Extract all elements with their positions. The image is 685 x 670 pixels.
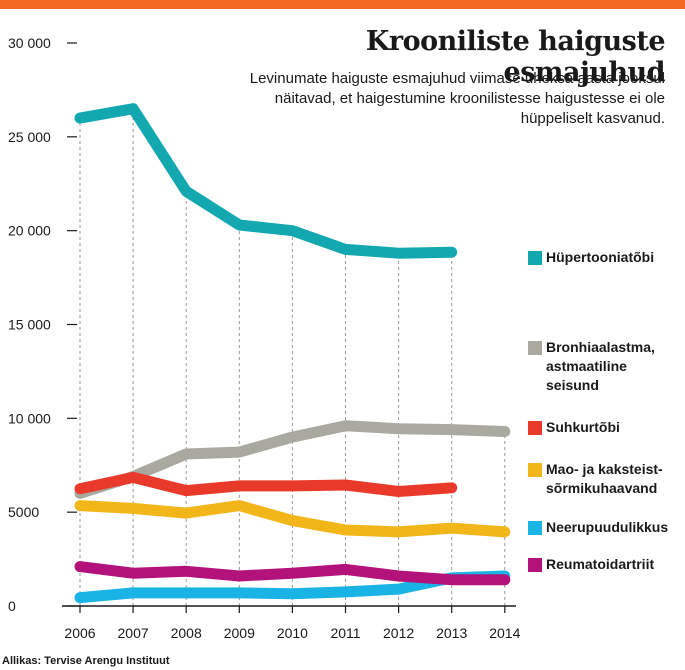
y-tick-label-0: 0 [8, 598, 16, 614]
legend-label-asthma: Bronhiaalastma, astmaatiline seisund [546, 339, 655, 393]
legend-swatch-renal-failure [528, 521, 542, 535]
y-tick-label-5000: 5000 [8, 504, 39, 520]
y-tick-label-15000: 15 000 [8, 317, 51, 333]
x-tick-label-2006: 2006 [64, 625, 95, 641]
y-tick-label-20000: 20 000 [8, 223, 51, 239]
series-line-h-pertooniat-bi [74, 103, 458, 259]
legend-label-ulcer: Mao- ja kaksteist-sõrmikuhaavand [546, 461, 663, 496]
legend-label-diabetes: Suhkurtõbi [546, 419, 620, 435]
series-line-suhkurt-bi [74, 471, 458, 497]
source-note: Allikas: Tervise Arengu Instituut [2, 655, 170, 667]
series-line-reumatoidartriit [74, 561, 511, 586]
x-tick-label-2012: 2012 [383, 625, 414, 641]
legend-label-rheumatoid: Reumatoidartriit [546, 556, 655, 572]
x-tick-label-2009: 2009 [224, 625, 255, 641]
top-accent-bar [0, 0, 685, 9]
x-tick-label-2007: 2007 [118, 625, 149, 641]
x-tick-label-2011: 2011 [330, 625, 360, 641]
axis-layer: 0 5000 10 000 15 000 20 000 25 000 30 000 2006 2… [8, 35, 521, 641]
x-tick-label-2013: 2013 [436, 625, 467, 641]
y-tick-label-25000: 25 000 [8, 129, 51, 145]
legend-swatch-hypertension [528, 251, 542, 265]
y-tick-label-30000: 30 000 [8, 35, 51, 51]
chart-title: Krooniliste haiguste esmajuhud [365, 26, 666, 88]
x-tick-label-2010: 2010 [277, 625, 308, 641]
legend-swatch-ulcer [528, 463, 542, 477]
series-line-bronhiaalastma-astmaatiline-seisund [74, 420, 511, 499]
series-line-mao-ja-kaksteist-s-rmikuhaavand [74, 500, 511, 538]
legend-label-renal-failure: Neerupuudulikkus [546, 519, 669, 535]
series-layer [74, 103, 511, 604]
legend-swatch-diabetes [528, 421, 542, 435]
x-tick-label-2014: 2014 [489, 625, 520, 641]
y-tick-label-10000: 10 000 [8, 410, 51, 426]
chart-subtitle: Levinumate haiguste esmajuhud viimase üh… [249, 70, 665, 127]
legend-swatch-rheumatoid [528, 558, 542, 572]
legend: Hüpertooniatõbi Bronhiaalastma, astmaati… [528, 0, 685, 670]
x-tick-label-2008: 2008 [171, 625, 202, 641]
legend-label-hypertension: Hüpertooniatõbi [546, 249, 655, 265]
legend-swatch-asthma [528, 341, 542, 355]
